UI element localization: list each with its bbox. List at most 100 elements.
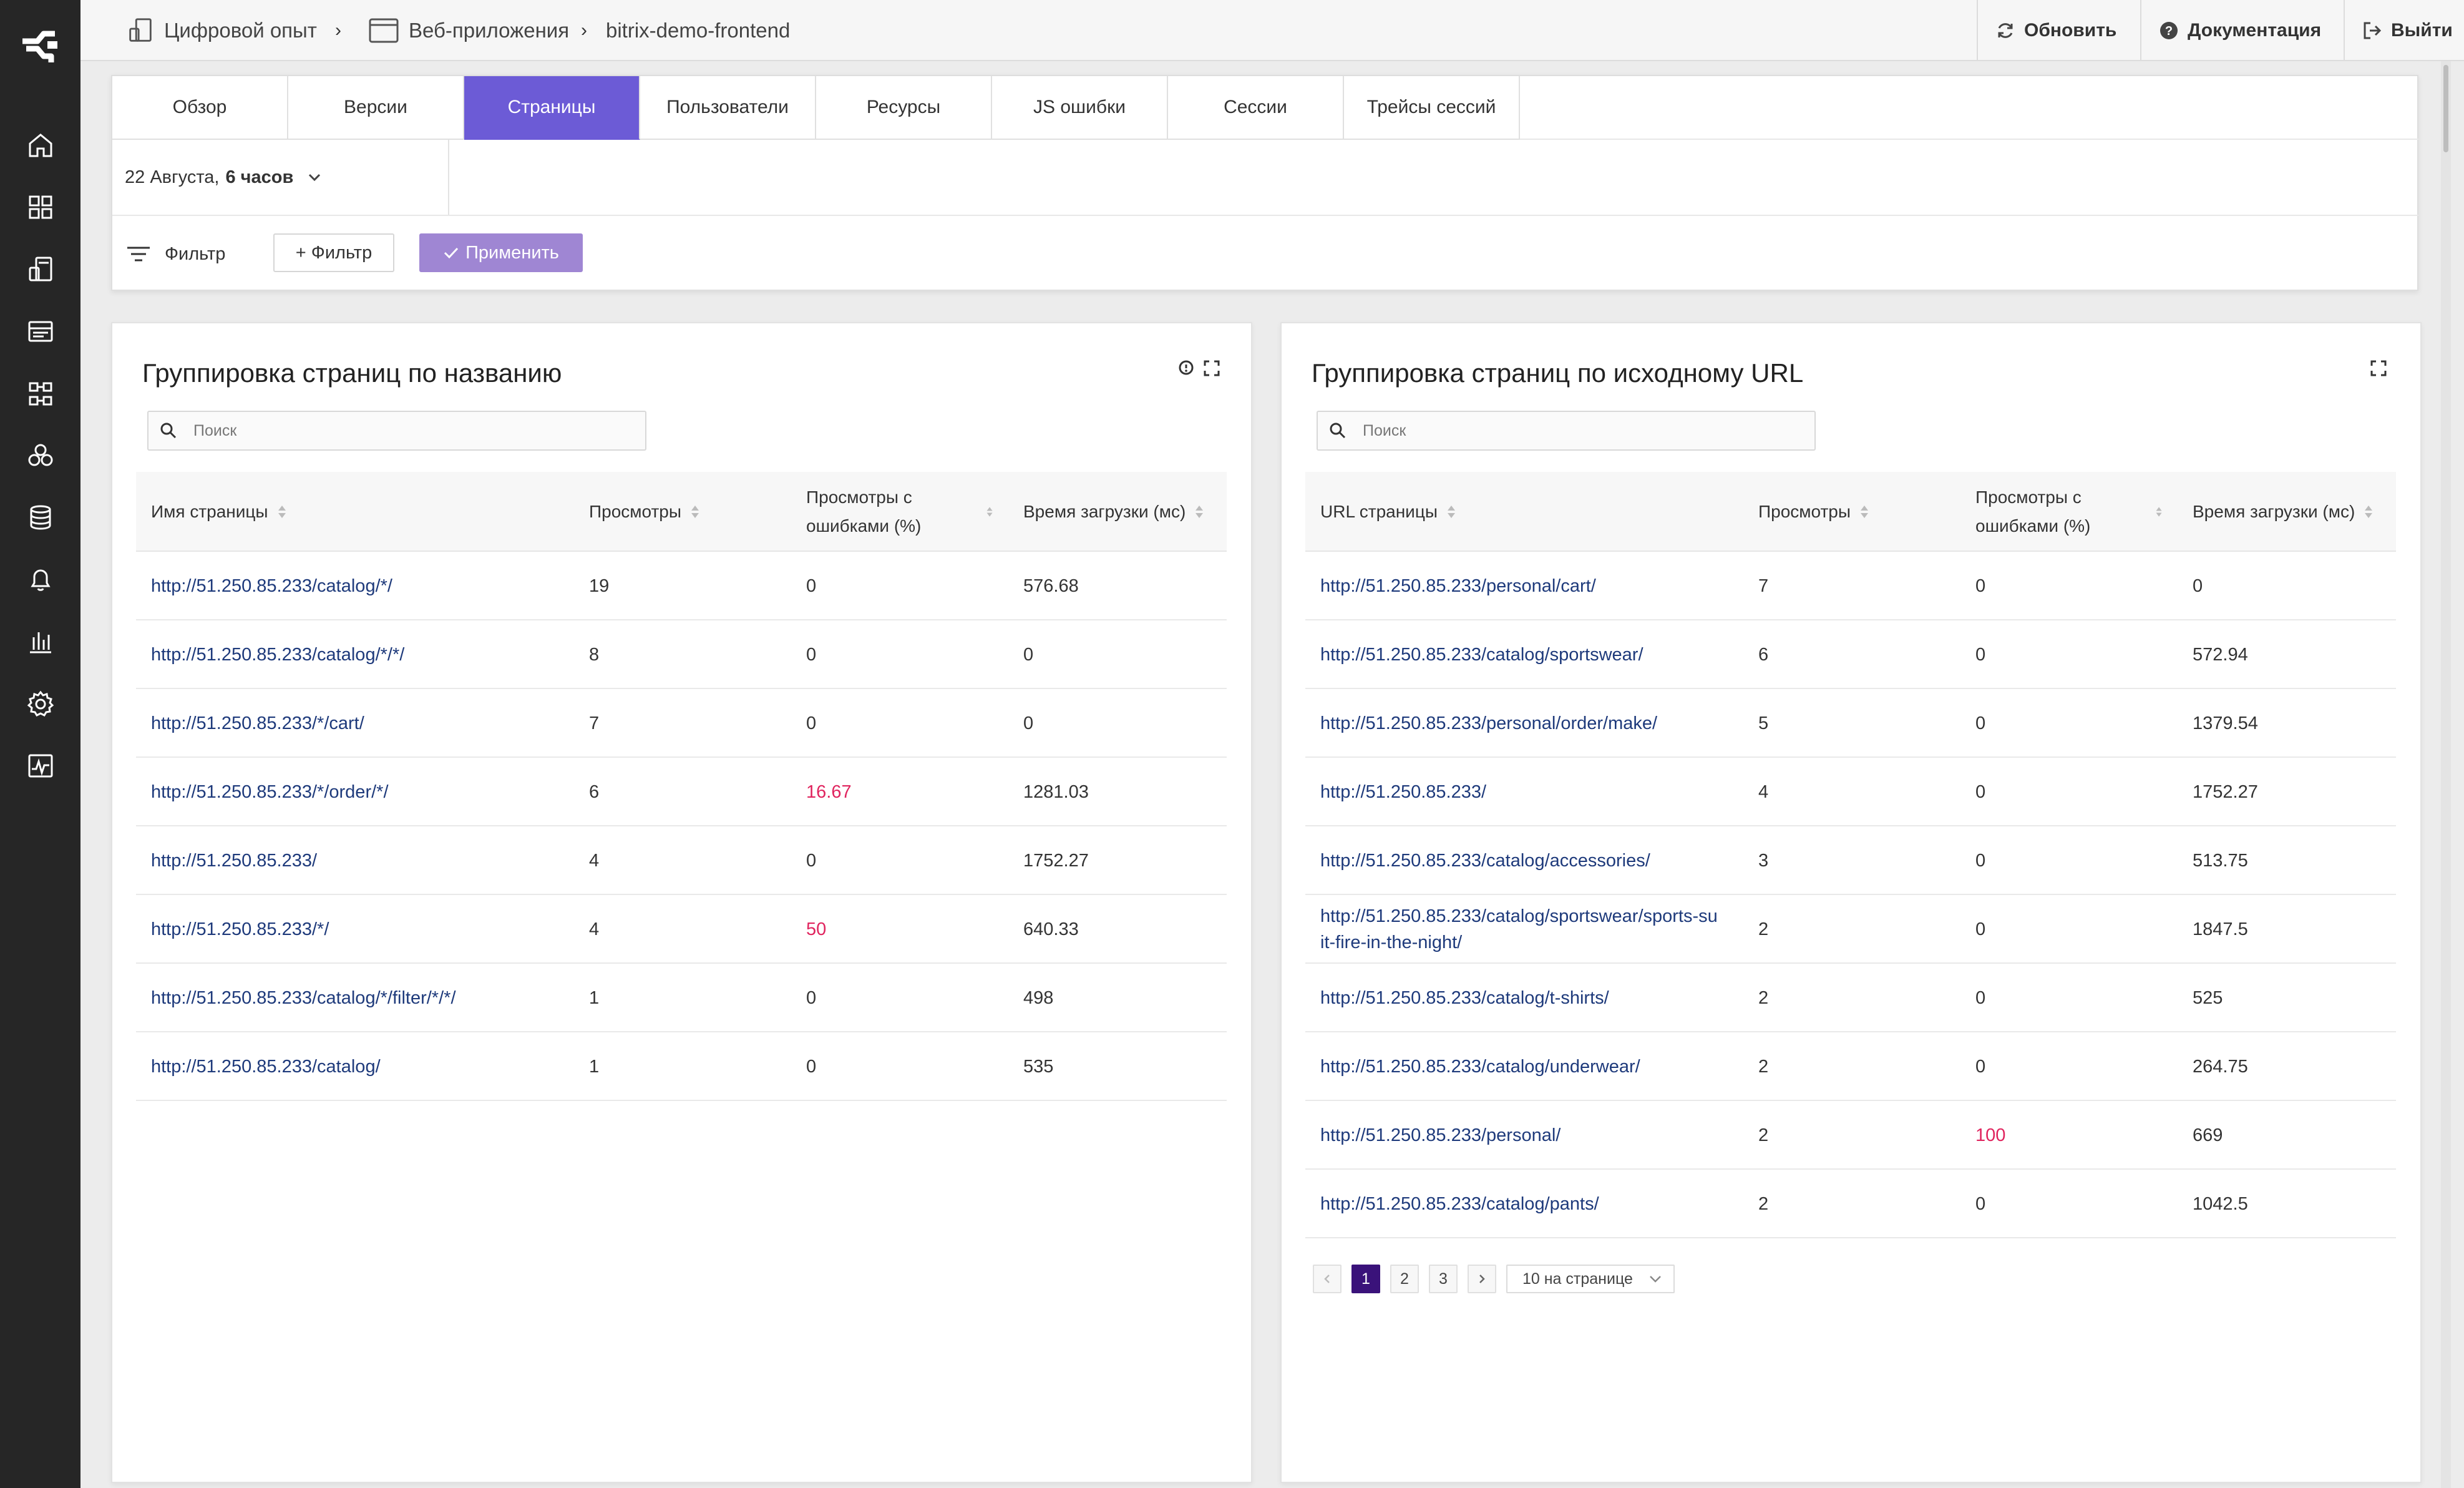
breadcrumb-web-apps[interactable]: Веб-приложения: [368, 0, 569, 61]
app-logo[interactable]: [19, 22, 62, 66]
page-size-select[interactable]: 10 на странице: [1506, 1265, 1675, 1293]
apply-filter-button[interactable]: Применить: [419, 233, 583, 272]
breadcrumb-digital-experience[interactable]: Цифровой опыт: [125, 0, 317, 61]
page-url-link[interactable]: http://51.250.85.233/personal/cart/: [1320, 576, 1596, 596]
filter-label[interactable]: Фильтр: [126, 238, 225, 270]
column-header-error-views[interactable]: Просмотры с ошибками (%): [1975, 472, 2163, 552]
page-url-link[interactable]: http://51.250.85.233/personal/: [1320, 1125, 1561, 1145]
table-row[interactable]: http://51.250.85.233/catalog/pants/2 0 104…: [1305, 1170, 2396, 1238]
date-range-selector[interactable]: 22 Августа, 6 часов: [125, 140, 449, 215]
tab-resources[interactable]: Ресурсы: [816, 76, 992, 140]
page-scrollbar[interactable]: [2441, 61, 2451, 1488]
home-icon[interactable]: [25, 130, 56, 161]
fullscreen-icon[interactable]: [1203, 360, 1220, 377]
tab-pages[interactable]: Страницы: [464, 76, 640, 140]
table-row[interactable]: http://51.250.85.233/catalog/*/ 19 0 576.68: [136, 552, 1227, 620]
column-header-error-views[interactable]: Просмотры с ошибками (%): [806, 472, 993, 552]
table-row[interactable]: http://51.250.85.233/catalog/sportswear/…: [1305, 620, 2396, 689]
page-url-link[interactable]: http://51.250.85.233/*/cart/: [151, 713, 364, 733]
info-icon[interactable]: [1178, 360, 1194, 376]
table-row[interactable]: http://51.250.85.233/catalog/t-shirts/2 0…: [1305, 964, 2396, 1032]
page-url-link[interactable]: http://51.250.85.233/catalog/*/*/: [151, 645, 405, 665]
page-url-link[interactable]: http://51.250.85.233/catalog/*/: [151, 576, 392, 596]
scrollbar-thumb[interactable]: [2443, 65, 2448, 152]
page-url-link[interactable]: http://51.250.85.233/catalog/t-shirts/: [1320, 988, 1609, 1008]
alerts-bell-icon[interactable]: [25, 564, 56, 595]
page-url-link[interactable]: http://51.250.85.233/catalog/: [151, 1057, 381, 1077]
table-row[interactable]: http://51.250.85.233/catalog/*/*/ 8 0 0: [136, 620, 1227, 689]
page-button[interactable]: 3: [1429, 1265, 1458, 1293]
page-url-link[interactable]: http://51.250.85.233/*/: [151, 919, 329, 939]
page-url-link[interactable]: http://51.250.85.233/: [1320, 782, 1487, 802]
table-row[interactable]: http://51.250.85.233/*/ 4 50 640.33: [136, 895, 1227, 964]
database-icon[interactable]: [25, 502, 56, 533]
views-cell: 4: [589, 919, 600, 939]
pages-by-url-panel: Группировка страниц по исходному URL URL…: [1280, 322, 2422, 1483]
page-url-link[interactable]: http://51.250.85.233/: [151, 851, 318, 871]
column-header-page-url[interactable]: URL страницы: [1320, 472, 1456, 552]
search-field[interactable]: [1317, 411, 1816, 451]
load-time-cell: 1042.5: [2193, 1194, 2248, 1214]
table-row[interactable]: http://51.250.85.233/personal/order/make…: [1305, 689, 2396, 758]
views-cell: 7: [1758, 576, 1769, 596]
page-button[interactable]: 1: [1351, 1265, 1380, 1293]
reports-chart-icon[interactable]: [25, 626, 56, 657]
search-input[interactable]: [193, 421, 568, 440]
table-row[interactable]: http://51.250.85.233/*/order/*/ 6 16.67 128…: [136, 758, 1227, 826]
add-filter-button[interactable]: + Фильтр: [273, 233, 394, 272]
services-icon[interactable]: [25, 440, 56, 471]
tab-sessions[interactable]: Сессии: [1168, 76, 1344, 140]
tab-session-traces[interactable]: Трейсы сессий: [1344, 76, 1520, 140]
table-row[interactable]: http://51.250.85.233/*/cart/7 0 0: [136, 689, 1227, 758]
next-page-button[interactable]: [1468, 1265, 1496, 1293]
table-row[interactable]: http://51.250.85.233/catalog/1 0 535: [136, 1032, 1227, 1101]
search-input[interactable]: [1363, 421, 1737, 440]
table-row[interactable]: http://51.250.85.233/catalog/underwear/2…: [1305, 1032, 2396, 1101]
table-row[interactable]: http://51.250.85.233/personal/2 100 669: [1305, 1101, 2396, 1170]
refresh-button[interactable]: Обновить: [1977, 0, 2140, 61]
tab-versions[interactable]: Версии: [288, 76, 464, 140]
table-row[interactable]: http://51.250.85.233/catalog/accessories…: [1305, 826, 2396, 895]
page-url-link[interactable]: http://51.250.85.233/personal/order/make…: [1320, 713, 1658, 733]
chevron-down-icon: [1650, 1276, 1661, 1283]
search-field[interactable]: [147, 411, 646, 451]
load-time-cell: 572.94: [2193, 645, 2248, 665]
column-header-load-time[interactable]: Время загрузки (мс): [2193, 472, 2392, 552]
load-time-cell: 535: [1023, 1057, 1054, 1077]
tab-users[interactable]: Пользователи: [640, 76, 816, 140]
settings-gear-icon[interactable]: [25, 688, 56, 720]
logs-icon[interactable]: [25, 316, 56, 347]
table-row[interactable]: http://51.250.85.233/4 0 1752.27: [1305, 758, 2396, 826]
page-url-link[interactable]: http://51.250.85.233/catalog/accessories…: [1320, 851, 1650, 871]
page-button[interactable]: 2: [1390, 1265, 1419, 1293]
integrations-icon[interactable]: [25, 378, 56, 409]
views-cell: 2: [1758, 988, 1769, 1008]
digital-experience-icon[interactable]: [25, 254, 56, 285]
pages-table: Имя страницы Просмотры Просмотры с ошибк…: [136, 472, 1227, 1101]
page-url-link[interactable]: http://51.250.85.233/catalog/pants/: [1320, 1194, 1599, 1214]
table-row[interactable]: http://51.250.85.233/4 0 1752.27: [136, 826, 1227, 895]
monitoring-pulse-icon[interactable]: [25, 750, 56, 781]
page-url-link[interactable]: http://51.250.85.233/catalog/sportswear/…: [1320, 906, 1718, 952]
page-url-link[interactable]: http://51.250.85.233/catalog/underwear/: [1320, 1057, 1640, 1077]
breadcrumb-label: Цифровой опыт: [164, 19, 317, 42]
dashboard-grid-icon[interactable]: [25, 192, 56, 223]
page-url-link[interactable]: http://51.250.85.233/catalog/sportswear/: [1320, 645, 1643, 665]
tab-overview[interactable]: Обзор: [112, 76, 288, 140]
column-header-load-time[interactable]: Время загрузки (мс): [1023, 472, 1223, 552]
column-header-views[interactable]: Просмотры: [589, 472, 700, 552]
error-views-cell: 16.67: [806, 782, 852, 802]
documentation-button[interactable]: ? Документация: [2140, 0, 2344, 61]
table-row[interactable]: http://51.250.85.233/personal/cart/7 0 0: [1305, 552, 2396, 620]
column-header-views[interactable]: Просмотры: [1758, 472, 1869, 552]
page-url-link[interactable]: http://51.250.85.233/*/order/*/: [151, 782, 389, 802]
tab-js-errors[interactable]: JS ошибки: [992, 76, 1168, 140]
column-header-page-name[interactable]: Имя страницы: [151, 472, 287, 552]
prev-page-button[interactable]: [1313, 1265, 1342, 1293]
logout-button[interactable]: Выйти: [2344, 0, 2464, 61]
page-url-link[interactable]: http://51.250.85.233/catalog/*/filter/*/…: [151, 988, 456, 1008]
table-row[interactable]: http://51.250.85.233/catalog/sportswear/…: [1305, 895, 2396, 964]
table-row[interactable]: http://51.250.85.233/catalog/*/filter/*/…: [136, 964, 1227, 1032]
fullscreen-icon[interactable]: [2370, 360, 2387, 377]
divider: [112, 215, 2418, 216]
